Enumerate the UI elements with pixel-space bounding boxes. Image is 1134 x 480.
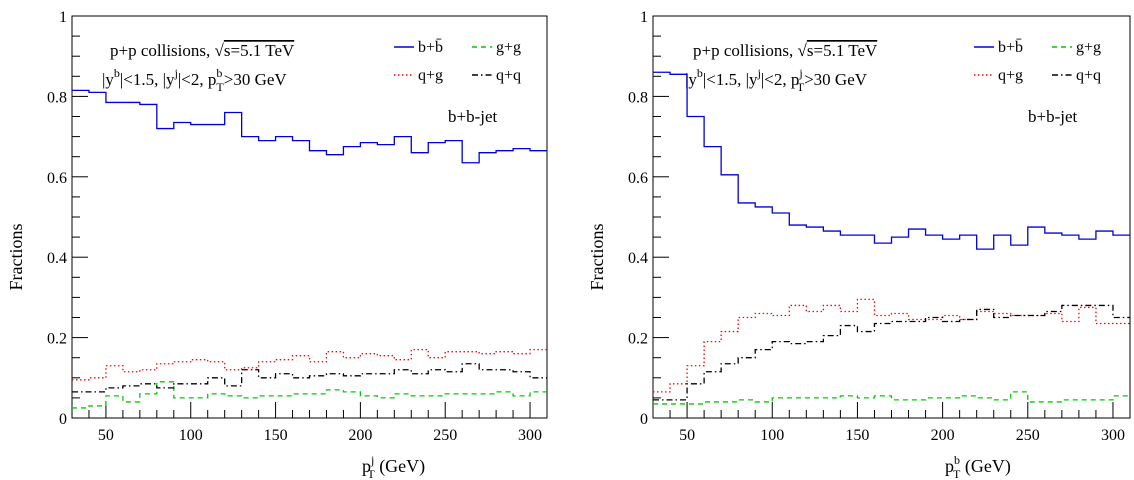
legend-entry: b+b̄ [974,38,1023,56]
annotation-process: b+b-jet [1028,107,1078,126]
x-tick-label: 100 [760,427,784,444]
series-qg-line [653,298,1130,393]
y-axis-title: Fractions [6,224,26,291]
annotation-cuts: |yb|<1.5, |yj|<2, pj T>30 GeV [685,66,868,94]
series-gg-line [653,391,1130,405]
legend-entry: q+q [1052,67,1101,84]
x-tick-label: 100 [179,427,203,444]
y-tick-label: 0 [640,411,648,428]
annotation-cuts: |yb|<1.5, |yj|<2, pb T>30 GeV [102,66,287,94]
y-tick-label: 0.4 [628,250,648,267]
x-tick-label: 150 [845,427,869,444]
x-tick-label: 150 [264,427,288,444]
legend-label: q+q [496,67,521,84]
legend-label: q+g [418,67,443,84]
x-axis-title: pb T (GeV) [945,453,1011,480]
x-tick-label: 50 [679,427,695,444]
legend-label: b+b̄ [418,38,443,56]
legend-entry: b+b̄ [394,38,443,56]
x-tick-label: 300 [518,427,542,444]
y-tick-label: 0.2 [628,331,648,348]
legend-entry: g+g [1052,39,1101,56]
annotation-collisions: p+p collisions, √s=5.1 TeV [110,41,295,60]
y-tick-label: 0.4 [47,250,67,267]
legend-label: q+q [1076,67,1101,84]
legend-label: g+g [496,39,521,56]
y-tick-label: 0.6 [628,170,648,187]
series-qq-line [72,363,547,393]
x-tick-label: 250 [433,427,457,444]
y-axis-title: Fractions [587,224,607,291]
annotation-process: b+b-jet [448,107,498,126]
y-tick-label: 0.8 [628,89,648,106]
x-axis-title: pj T (GeV) [362,453,425,480]
legend-entry: g+g [472,39,521,56]
legend-entry: q+q [472,67,521,84]
x-tick-label: 200 [348,427,372,444]
y-tick-label: 1 [640,9,648,26]
x-tick-label: 300 [1101,427,1125,444]
y-tick-label: 0.8 [47,89,67,106]
x-tick-label: 50 [98,427,114,444]
x-tick-label: 200 [931,427,955,444]
series-bbbar-line [72,89,547,164]
y-tick-label: 0.6 [47,170,67,187]
annotation-collisions: p+p collisions, √s=5.1 TeV [693,41,878,60]
y-tick-label: 1 [59,9,67,26]
series-gg-line [72,381,547,409]
legend-label: b+b̄ [998,38,1023,56]
legend-entry: q+g [974,67,1023,84]
x-tick-label: 250 [1016,427,1040,444]
legend-entry: q+g [394,67,443,84]
legend-label: q+g [998,67,1023,84]
series-bbbar-line [653,71,1130,250]
series-qq-line [653,304,1130,401]
y-tick-label: 0.2 [47,331,67,348]
y-tick-label: 0 [59,411,67,428]
legend-label: g+g [1076,39,1101,56]
